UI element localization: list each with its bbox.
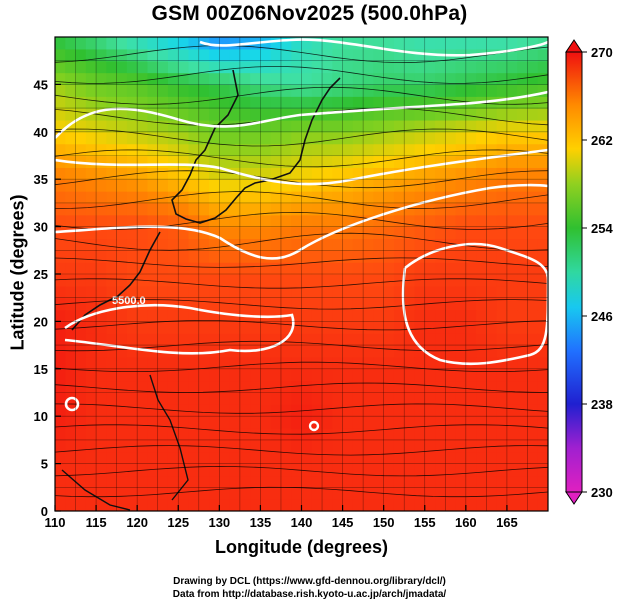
colorbar-tick-label: 270 xyxy=(591,45,613,60)
wind-streamlines xyxy=(55,45,548,498)
x-axis-label: Longitude (degrees) xyxy=(214,537,388,557)
colorbar-upper-arrow xyxy=(565,39,583,53)
credit-line-2: Data from http://database.rish.kyoto-u.a… xyxy=(172,589,447,600)
colorbar-tick-label: 262 xyxy=(591,133,613,148)
y-tick-label: 0 xyxy=(41,504,48,519)
y-tick-label: 30 xyxy=(34,220,48,235)
credit-line-1: Drawing by DCL (https://www.gfd-dennou.o… xyxy=(173,576,446,587)
grid xyxy=(54,36,549,512)
y-axis-label: Latitude (degrees) xyxy=(7,194,28,351)
x-tick-label: 110 xyxy=(45,515,66,530)
x-tick-label: 115 xyxy=(86,515,107,530)
colorbar: 230 238 246 254 262 270 xyxy=(565,39,613,505)
colorbar-tick-label: 254 xyxy=(591,221,613,236)
colorbar-lower-arrow xyxy=(565,491,583,505)
x-tick-label: 160 xyxy=(455,515,477,530)
coastlines xyxy=(61,69,341,511)
height-contours xyxy=(55,38,548,432)
y-tick-label: 5 xyxy=(41,457,48,472)
contour-label: 5500.0 xyxy=(112,295,146,307)
y-axis: 0 5 10 15 20 25 30 35 40 45 xyxy=(34,77,61,519)
y-tick-label: 35 xyxy=(34,172,48,187)
x-tick-label: 135 xyxy=(250,515,272,530)
y-tick-label: 10 xyxy=(34,409,48,424)
x-axis: 110 115 120 125 130 135 140 145 150 155 160 165 xyxy=(45,505,518,530)
map-title: GSM 00Z06Nov2025 (500.0hPa) xyxy=(151,2,468,25)
y-tick-label: 25 xyxy=(34,267,48,282)
y-tick-label: 45 xyxy=(34,77,48,92)
x-tick-label: 145 xyxy=(332,515,354,530)
colorbar-tick-label: 246 xyxy=(591,309,613,324)
x-tick-label: 130 xyxy=(208,515,230,530)
x-tick-label: 155 xyxy=(414,515,436,530)
x-tick-label: 125 xyxy=(167,515,189,530)
colorbar-tick-label: 238 xyxy=(591,397,613,412)
y-tick-label: 15 xyxy=(34,362,48,377)
y-tick-label: 40 xyxy=(34,125,48,140)
colorbar-tick-label: 230 xyxy=(591,485,613,500)
x-tick-label: 150 xyxy=(373,515,395,530)
x-tick-label: 165 xyxy=(496,515,518,530)
x-tick-label: 120 xyxy=(126,515,148,530)
y-tick-label: 20 xyxy=(34,314,48,329)
x-tick-label: 140 xyxy=(291,515,313,530)
